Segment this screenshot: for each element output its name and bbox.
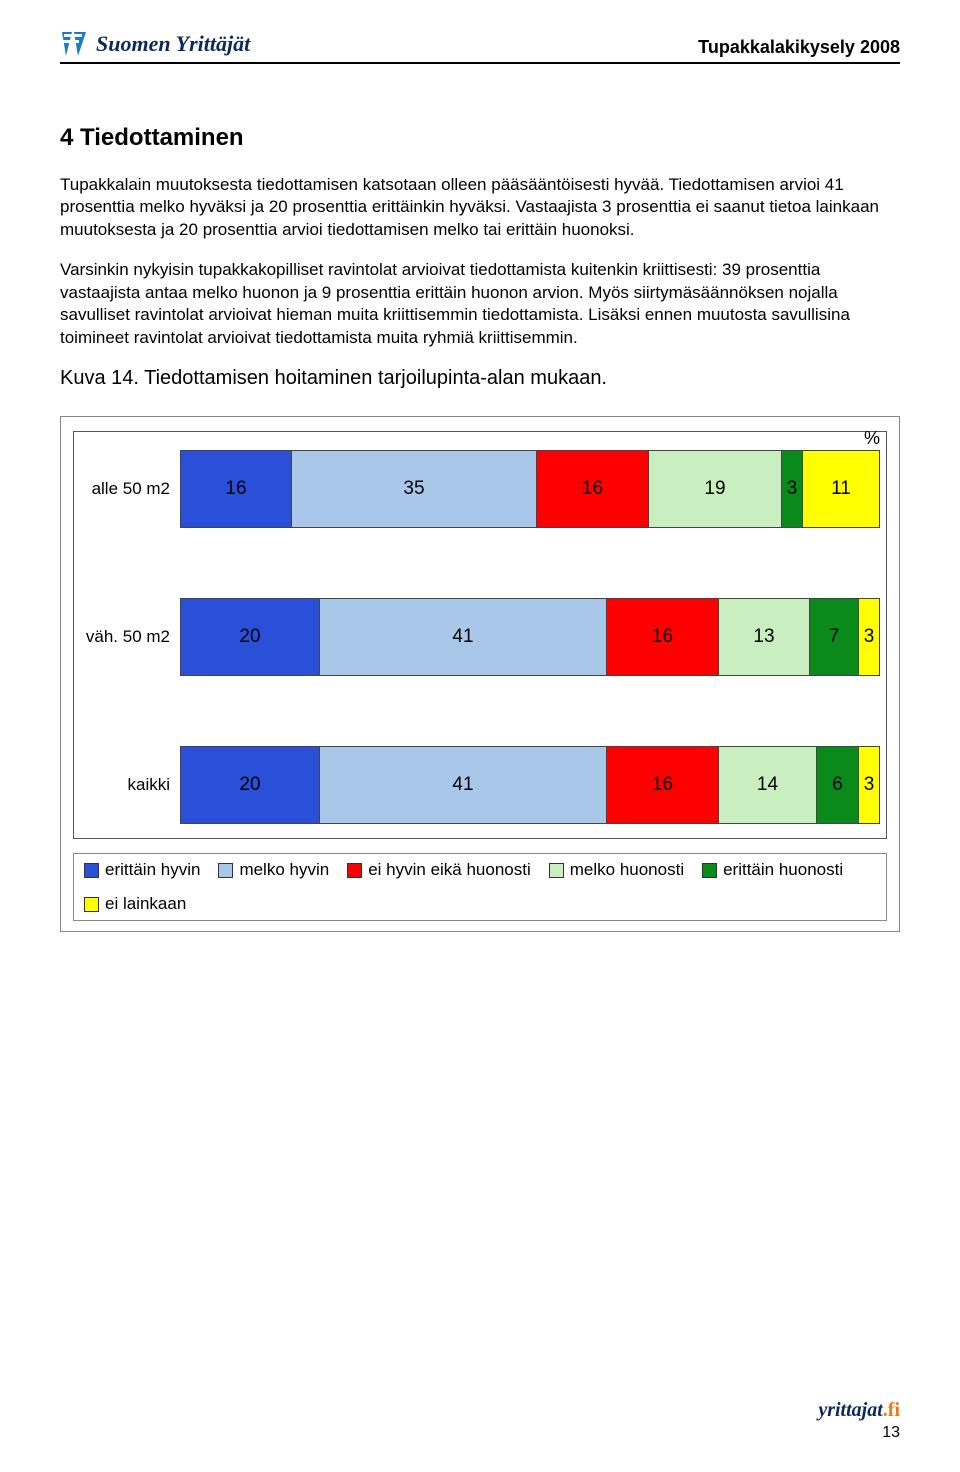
bar-segment: 3: [859, 598, 880, 676]
footer-site-name: yrittajat: [818, 1399, 882, 1421]
org-name: Suomen Yrittäjät: [96, 31, 250, 57]
chart-container: % alle 50 m216351619311väh. 50 m22041161…: [60, 416, 900, 932]
bar-segment: 35: [292, 450, 537, 528]
bar-segment: 16: [180, 450, 292, 528]
legend-item: ei hyvin eikä huonosti: [347, 860, 531, 880]
legend-item: melko huonosti: [549, 860, 684, 880]
stacked-bar: 2041161463: [180, 746, 880, 824]
bar-segment: 3: [859, 746, 880, 824]
legend-item: ei lainkaan: [84, 894, 186, 914]
bar-segment: 11: [803, 450, 880, 528]
chart-row: kaikki2041161463: [80, 746, 880, 824]
bar-segment: 3: [782, 450, 803, 528]
bar-segment: 20: [180, 746, 320, 824]
legend-item: melko hyvin: [218, 860, 329, 880]
bar-segment: 20: [180, 598, 320, 676]
legend-swatch-icon: [347, 863, 362, 878]
footer-site-logo: yrittajat.fi: [818, 1399, 900, 1422]
legend-label: melko hyvin: [239, 860, 329, 880]
logo-mark-icon: [60, 30, 88, 58]
chart-row: alle 50 m216351619311: [80, 450, 880, 528]
chart-plot-area: % alle 50 m216351619311väh. 50 m22041161…: [73, 431, 887, 839]
bar-segment: 13: [719, 598, 810, 676]
legend-item: erittäin hyvin: [84, 860, 200, 880]
legend-label: erittäin huonosti: [723, 860, 843, 880]
body-para-2: Varsinkin nykyisin tupakkakopilliset rav…: [60, 259, 900, 349]
footer-site-suffix: .fi: [883, 1399, 900, 1421]
bar-segment: 7: [810, 598, 859, 676]
bar-segment: 19: [649, 450, 782, 528]
legend-label: ei lainkaan: [105, 894, 186, 914]
row-label: alle 50 m2: [80, 479, 180, 499]
org-logo: Suomen Yrittäjät: [60, 30, 250, 58]
section-title: 4 Tiedottaminen: [60, 124, 900, 152]
legend-swatch-icon: [84, 863, 99, 878]
chart-row: väh. 50 m22041161373: [80, 598, 880, 676]
doc-title: Tupakkalakikysely 2008: [698, 37, 900, 58]
legend-swatch-icon: [218, 863, 233, 878]
bar-segment: 16: [607, 746, 719, 824]
row-label: kaikki: [80, 775, 180, 795]
stacked-bar: 2041161373: [180, 598, 880, 676]
bar-segment: 6: [817, 746, 859, 824]
page-header: Suomen Yrittäjät Tupakkalakikysely 2008: [60, 30, 900, 64]
bar-segment: 14: [719, 746, 817, 824]
bar-segment: 16: [537, 450, 649, 528]
legend-label: melko huonosti: [570, 860, 684, 880]
percent-symbol: %: [864, 428, 880, 449]
bar-segment: 41: [320, 746, 607, 824]
legend-swatch-icon: [549, 863, 564, 878]
row-label: väh. 50 m2: [80, 627, 180, 647]
figure-title: Kuva 14. Tiedottamisen hoitaminen tarjoi…: [60, 367, 900, 390]
bar-segment: 41: [320, 598, 607, 676]
legend-swatch-icon: [702, 863, 717, 878]
stacked-bar: 16351619311: [180, 450, 880, 528]
chart-legend: erittäin hyvin melko hyvin ei hyvin eikä h…: [73, 853, 887, 921]
legend-label: erittäin hyvin: [105, 860, 200, 880]
legend-swatch-icon: [84, 897, 99, 912]
body-para-1: Tupakkalain muutoksesta tiedottamisen ka…: [60, 174, 900, 241]
page-number: 13: [882, 1424, 900, 1442]
bar-segment: 16: [607, 598, 719, 676]
legend-item: erittäin huonosti: [702, 860, 843, 880]
legend-label: ei hyvin eikä huonosti: [368, 860, 531, 880]
